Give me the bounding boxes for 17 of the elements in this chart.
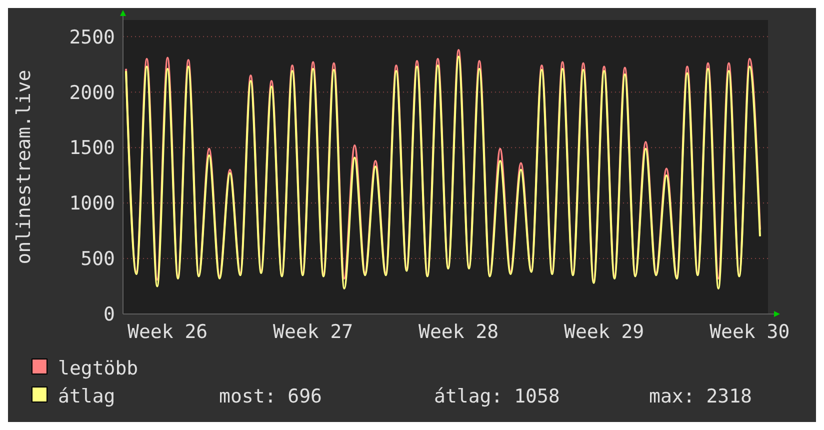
text: max: 2318 [649,386,752,408]
legend-label: átlag [58,386,116,408]
text: átlag: 1058 [434,386,560,408]
x-tick-label: Week 29 [564,321,644,343]
x-tick-label: Week 26 [128,321,208,343]
y-tick-label: 1000 [69,192,115,215]
legend-label: legtöbb [58,358,138,380]
y-tick-label: 2500 [69,26,115,48]
y-tick-label: 500 [80,248,115,270]
y-tick-label: 0 [104,304,115,326]
y-axis-title: onlinestream.live [13,70,35,264]
text: most: 696 [219,386,322,408]
x-tick-label: Week 28 [418,321,499,343]
x-tick-label: Week 27 [273,321,354,343]
x-tick-label: Week 30 [710,321,790,343]
y-tick-label: 2000 [69,82,115,104]
y-tick-label: 1500 [69,137,115,160]
